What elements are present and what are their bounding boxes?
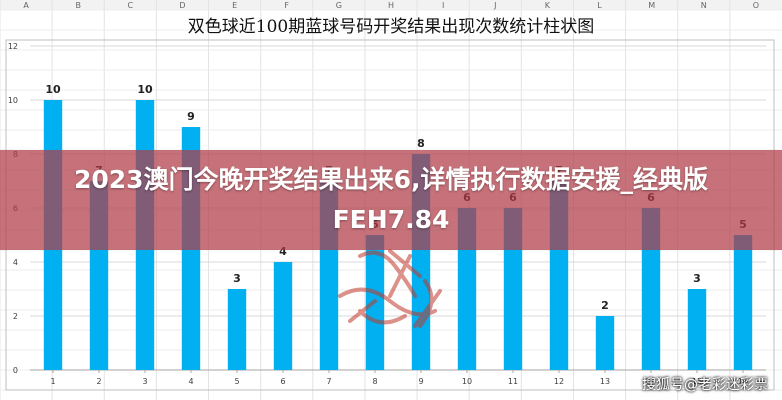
- bar: [227, 289, 247, 370]
- x-tick-label: 11: [508, 377, 518, 386]
- x-tick-label: 9: [418, 377, 423, 386]
- headline-text: 2023澳门今晚开奖结果出来6,详情执行数据安援_经典版FEH7.84: [74, 165, 708, 234]
- column-letter: K: [545, 1, 551, 10]
- x-tick-label: 6: [280, 377, 285, 386]
- chart-title: 双色球近100期蓝球号码开奖结果出现次数统计柱状图: [187, 17, 595, 37]
- column-header-row: [0, 0, 782, 10]
- y-tick-label: 0: [13, 366, 18, 375]
- x-tick-label: 4: [188, 377, 193, 386]
- bar: [687, 289, 707, 370]
- x-tick-label: 12: [554, 377, 564, 386]
- x-tick-label: 14: [646, 377, 656, 386]
- x-tick-label: 5: [234, 377, 239, 386]
- data-label: 4: [279, 245, 287, 258]
- x-tick-label: 8: [372, 377, 377, 386]
- column-letter: J: [493, 1, 496, 10]
- data-label: 10: [137, 83, 153, 96]
- x-tick-label: 10: [462, 377, 472, 386]
- x-tick-label: 7: [326, 377, 331, 386]
- source-credit: 搜狐号@老彩迷彩票: [642, 377, 768, 393]
- x-axis: 1 2 3 4 5 6 7 8 9 10 11 12 13 14 15 16: [50, 370, 748, 386]
- bar: [273, 262, 293, 370]
- column-letter: G: [336, 1, 342, 10]
- y-tick-label: 12: [8, 42, 18, 51]
- y-tick-label: 2: [13, 312, 18, 321]
- data-label: 3: [693, 272, 701, 285]
- x-tick-label: 3: [142, 377, 147, 386]
- column-letter: A: [23, 1, 29, 10]
- x-tick-label: 1: [50, 377, 55, 386]
- column-letter: C: [128, 1, 134, 10]
- column-letter: H: [388, 1, 394, 10]
- data-label: 9: [187, 110, 195, 123]
- column-letter: D: [179, 1, 185, 10]
- data-label: 2: [601, 299, 609, 312]
- bar: [595, 316, 615, 370]
- bar: [733, 235, 753, 370]
- data-label: 8: [417, 137, 425, 150]
- watermark-stamp: [338, 249, 442, 328]
- column-letter: N: [701, 1, 707, 10]
- column-letter: M: [648, 1, 655, 10]
- data-label: 10: [45, 83, 61, 96]
- column-letter: I: [442, 1, 444, 10]
- y-tick-label: 4: [13, 258, 18, 267]
- column-letter: F: [284, 1, 289, 10]
- column-letter: E: [232, 1, 237, 10]
- y-tick-label: 10: [8, 96, 18, 105]
- data-label: 3: [233, 272, 241, 285]
- x-tick-label: 16: [738, 377, 748, 386]
- x-tick-label: 2: [96, 377, 101, 386]
- x-tick-label: 15: [692, 377, 702, 386]
- column-letter: O: [753, 1, 759, 10]
- headline-banner: 2023澳门今晚开奖结果出来6,详情执行数据安援_经典版FEH7.84: [0, 150, 782, 250]
- column-letter: L: [597, 1, 602, 10]
- column-letter: B: [75, 1, 81, 10]
- x-tick-label: 13: [600, 377, 610, 386]
